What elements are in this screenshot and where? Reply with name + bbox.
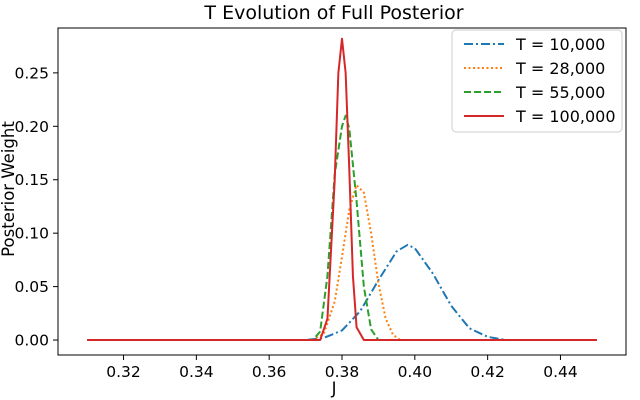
- series-line-3: [87, 114, 597, 342]
- legend-label-1: T = 10,000: [515, 35, 605, 54]
- x-tick-label: 0.40: [398, 363, 433, 381]
- y-tick-label: 0.05: [14, 278, 49, 296]
- x-tick-label: 0.32: [106, 363, 141, 381]
- legend-label-4: T = 100,000: [515, 107, 616, 126]
- y-axis-label: Posterior Weight: [0, 121, 18, 257]
- y-tick-label: 0.20: [14, 118, 49, 136]
- series-line-4: [87, 37, 597, 342]
- x-tick-label: 0.44: [543, 363, 578, 381]
- axis-ticks: 0.32 0.34 0.36 0.38 0.40 0.42 0.44 0.00 0.05 0.10…: [14, 64, 577, 381]
- x-tick-label: 0.36: [252, 363, 287, 381]
- plot-area: [87, 37, 597, 342]
- legend-box: [451, 29, 623, 133]
- series-line-2: [87, 184, 597, 342]
- x-tick-label: 0.38: [325, 363, 360, 381]
- y-tick-label: 0.10: [14, 225, 49, 243]
- legend-label-2: T = 28,000: [515, 59, 605, 78]
- x-tick-label: 0.34: [179, 363, 214, 381]
- y-tick-label: 0.25: [14, 64, 49, 82]
- legend-label-3: T = 55,000: [515, 83, 605, 102]
- series-line-1: [87, 243, 597, 342]
- y-tick-label: 0.00: [14, 332, 49, 350]
- y-tick-label: 0.15: [14, 171, 49, 189]
- chart-title: T Evolution of Full Posterior: [203, 2, 463, 24]
- plot-frame: [57, 27, 627, 356]
- x-tick-label: 0.42: [470, 363, 505, 381]
- x-axis-label: J: [331, 379, 337, 398]
- legend: T = 10,000 T = 28,000 T = 55,000 T = 100,00…: [451, 29, 623, 133]
